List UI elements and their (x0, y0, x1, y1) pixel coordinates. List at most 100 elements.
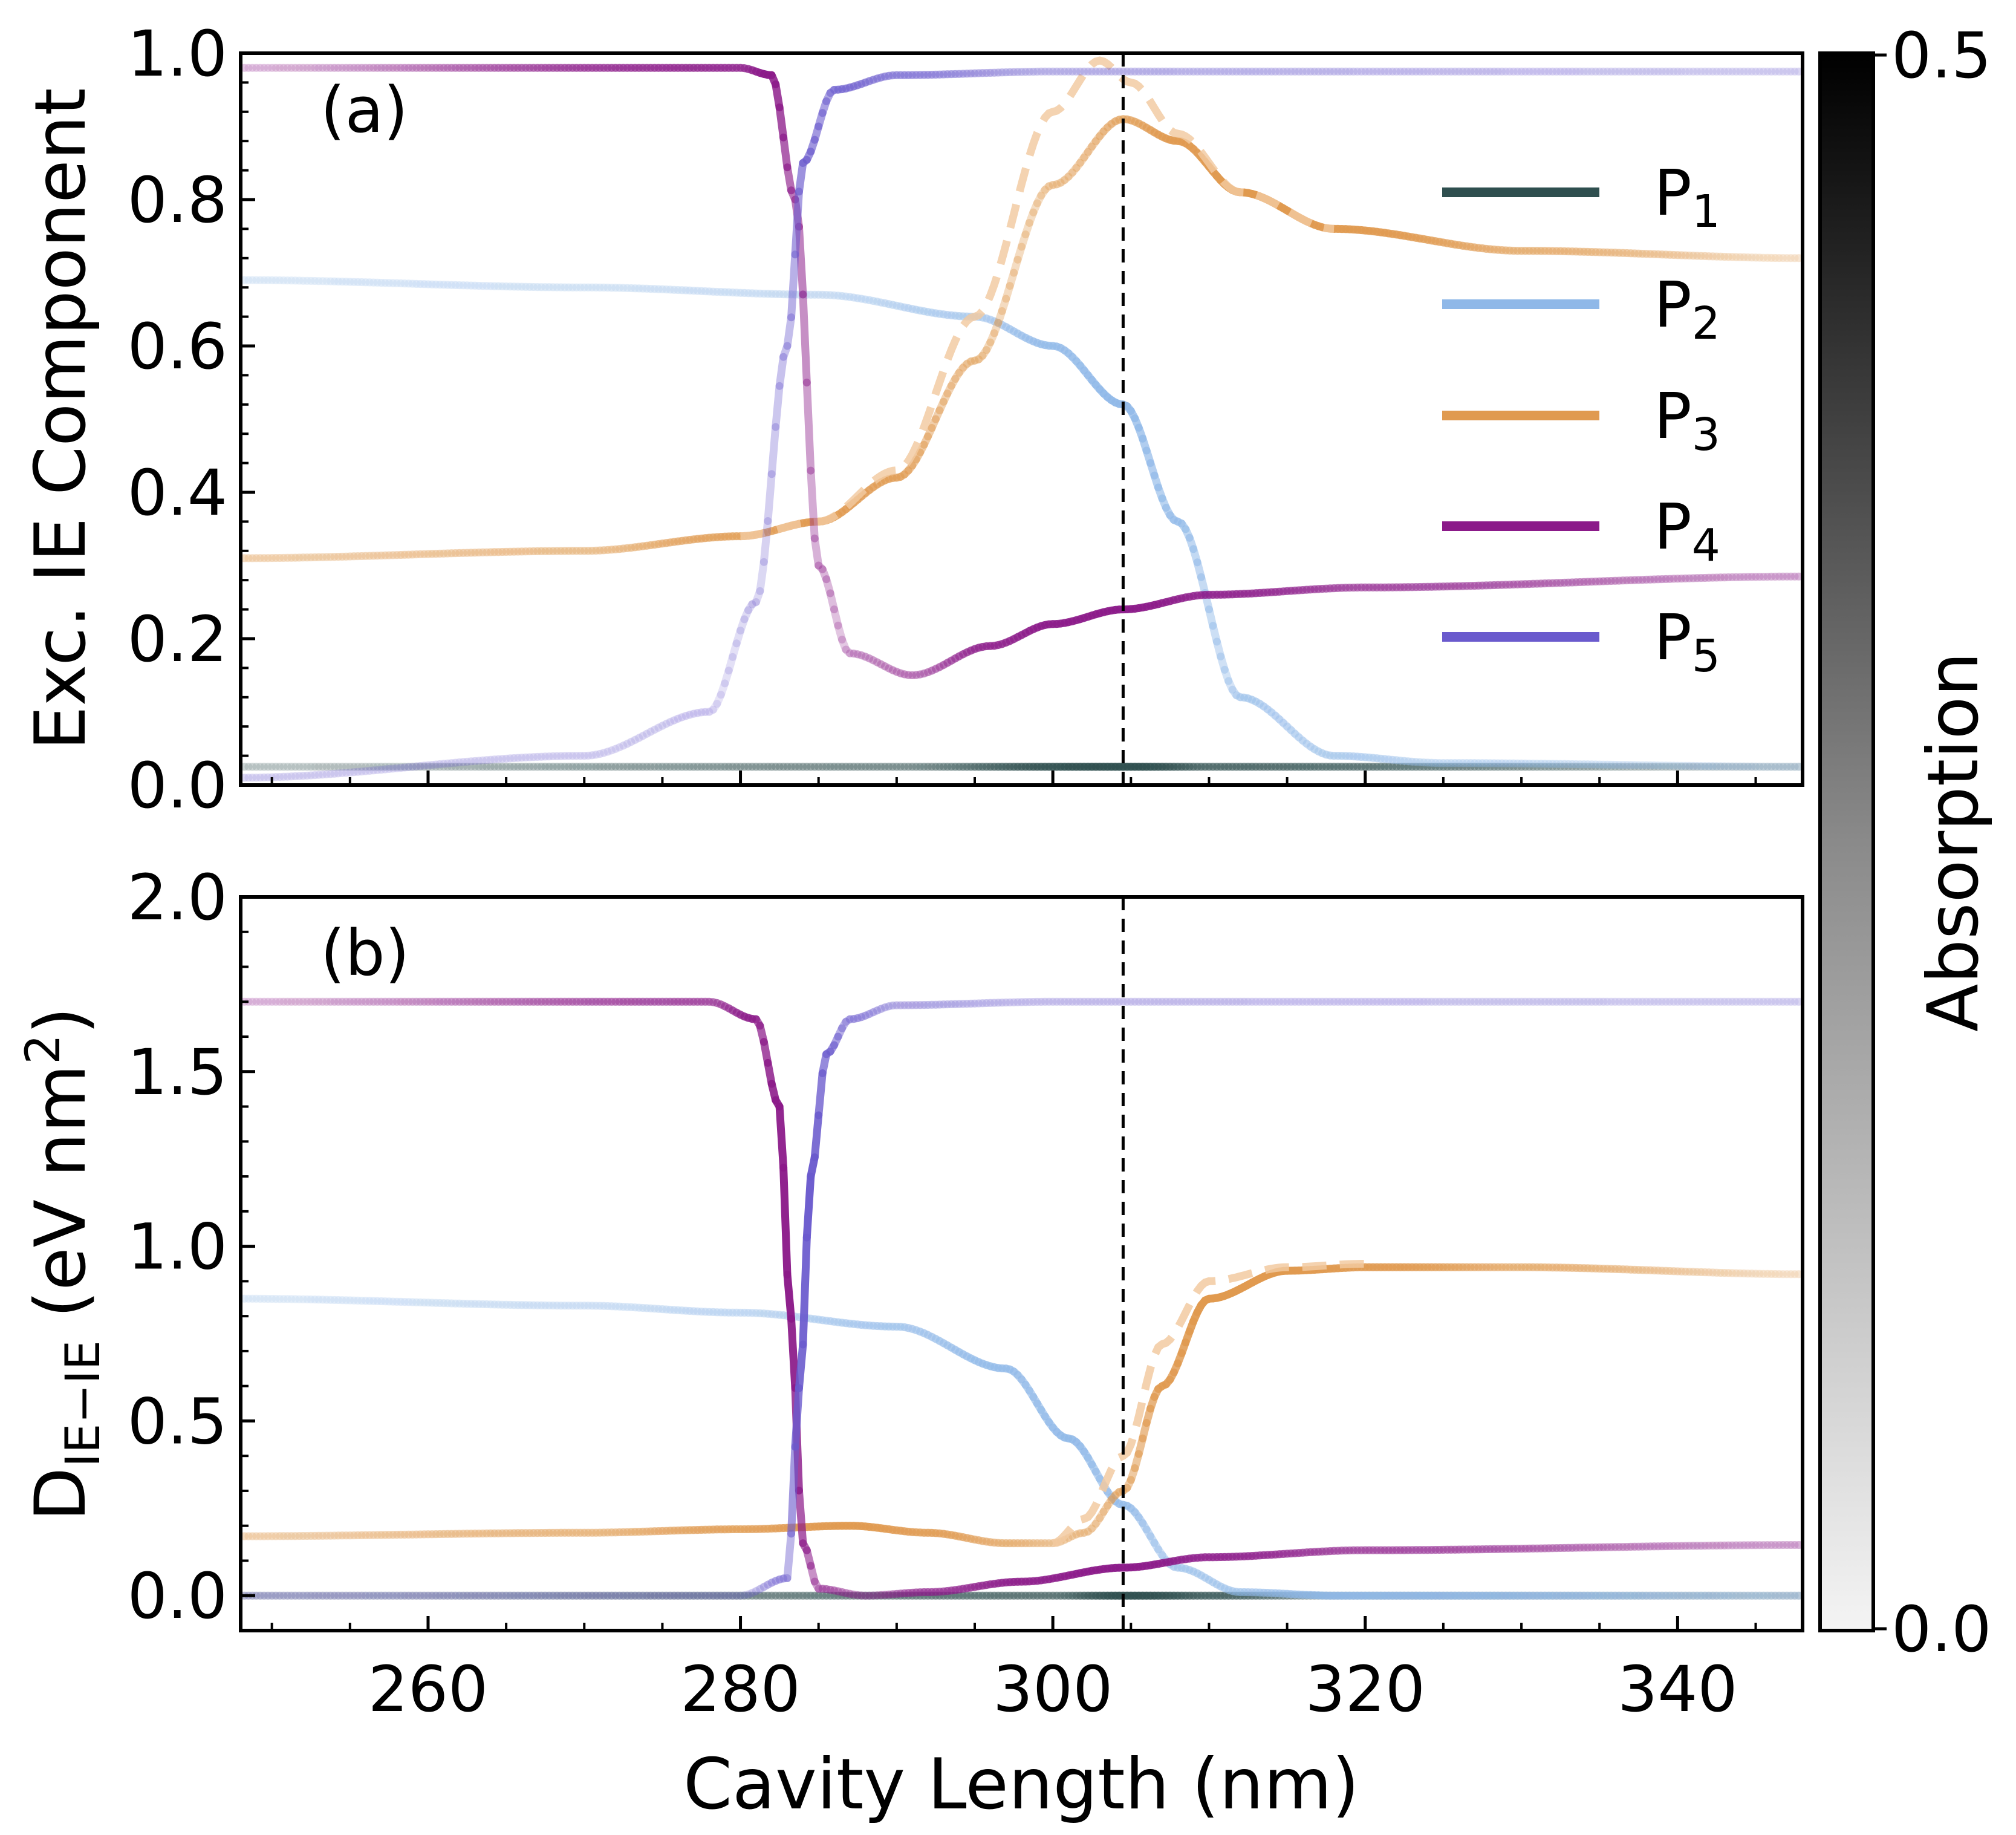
series-segment (1212, 637, 1225, 660)
series-segment (748, 1587, 760, 1597)
series-segment (658, 720, 671, 730)
series-segment (853, 80, 866, 90)
series-segment (877, 660, 889, 671)
series-segment (1002, 323, 1014, 333)
series-segment (334, 769, 346, 778)
series-segment (1224, 1586, 1237, 1595)
series-segment (1380, 755, 1393, 764)
series-segment (779, 1574, 792, 1583)
series-segment (955, 363, 967, 377)
series-segment (600, 748, 612, 757)
series-segment (939, 1339, 952, 1349)
colorbar: 0.5 0.0 Absorption (1818, 19, 1994, 1666)
series-segment (1271, 711, 1284, 723)
series-segment (752, 587, 764, 606)
series-segment (744, 600, 756, 614)
series-segment (1451, 240, 1463, 249)
series-segment (724, 653, 737, 675)
series-segment (1037, 186, 1049, 200)
series-segment (1318, 749, 1330, 759)
series-segment (1291, 1549, 1303, 1557)
series-segment (1302, 740, 1315, 751)
series-segment (853, 1013, 866, 1022)
series-segment (635, 732, 647, 742)
panel-a-frame (239, 51, 1804, 787)
series-segment (1088, 137, 1100, 151)
series-segment (935, 661, 948, 671)
series-segment (424, 761, 436, 769)
panel-b-ylabel: DIE−IE (eV nm2) (16, 1007, 111, 1521)
series-segment (861, 1321, 874, 1330)
legend-label-p4: P4 (1654, 490, 1720, 572)
series-segment (908, 305, 920, 314)
series-segment (1283, 722, 1295, 734)
series-segment (900, 303, 912, 312)
series-segment (775, 103, 788, 142)
series-segment (975, 351, 987, 363)
series-a-p5 (241, 67, 1803, 782)
series-segment (802, 379, 815, 475)
series-segment (420, 761, 432, 770)
series-segment (1010, 327, 1022, 337)
series-segment (1002, 282, 1014, 303)
series-segment (615, 741, 628, 752)
series-segment (1357, 753, 1370, 761)
series-segment (1263, 705, 1276, 717)
series-segment (1056, 176, 1068, 187)
series-segment (689, 709, 701, 718)
series-segment (717, 1000, 729, 1011)
panel-b-frame (239, 895, 1804, 1632)
legend-label-p3: P3 (1654, 379, 1720, 461)
series-segment (662, 718, 674, 728)
series-segment (740, 606, 752, 624)
series-segment (1197, 1571, 1209, 1582)
series-segment (1306, 743, 1319, 754)
series-segment (1326, 751, 1338, 760)
series-segment (459, 757, 471, 766)
x-tick-label: 280 (680, 1652, 801, 1726)
series-segment (881, 299, 893, 308)
series-segment (1189, 1567, 1201, 1577)
series-segment (865, 76, 877, 85)
series-segment (826, 589, 838, 614)
series-segment (1471, 243, 1483, 252)
series-segment (1029, 199, 1041, 217)
series-segment (408, 762, 421, 771)
series-segment (713, 691, 725, 708)
series-segment (428, 760, 440, 769)
series-segment (705, 705, 717, 716)
series-segment (975, 1536, 987, 1545)
series-segment (1182, 1565, 1194, 1574)
series-segment (1252, 697, 1264, 708)
series-segment (592, 750, 604, 759)
series-segment (1107, 117, 1119, 128)
series-segment (955, 1532, 967, 1542)
series-segment (986, 329, 998, 347)
series-b-p5 (241, 997, 1803, 1600)
series-segment (943, 311, 955, 319)
series-segment (1244, 694, 1256, 704)
series-segment (877, 298, 889, 307)
series-segment (1064, 1532, 1076, 1542)
series-segment (603, 746, 616, 756)
series-segment (346, 768, 358, 777)
series-segment (842, 292, 854, 301)
series-segment (873, 1005, 885, 1015)
series-segment (1224, 677, 1237, 694)
series-segment (775, 353, 788, 390)
series-segment (736, 1591, 749, 1600)
series-segment (1220, 1584, 1233, 1594)
series-segment (830, 1032, 842, 1049)
series-segment (857, 1011, 870, 1022)
series-segment (1049, 180, 1061, 189)
series-segment (1068, 164, 1081, 177)
series-segment (845, 82, 858, 92)
series-segment (807, 1314, 819, 1323)
series-segment (826, 1586, 838, 1595)
series-segment (1228, 685, 1241, 699)
series-segment (810, 1315, 823, 1324)
series-segment (865, 296, 877, 305)
series-segment (319, 770, 331, 779)
y-tick-label-a: 0.8 (128, 163, 227, 237)
series-segment (1091, 1514, 1104, 1528)
